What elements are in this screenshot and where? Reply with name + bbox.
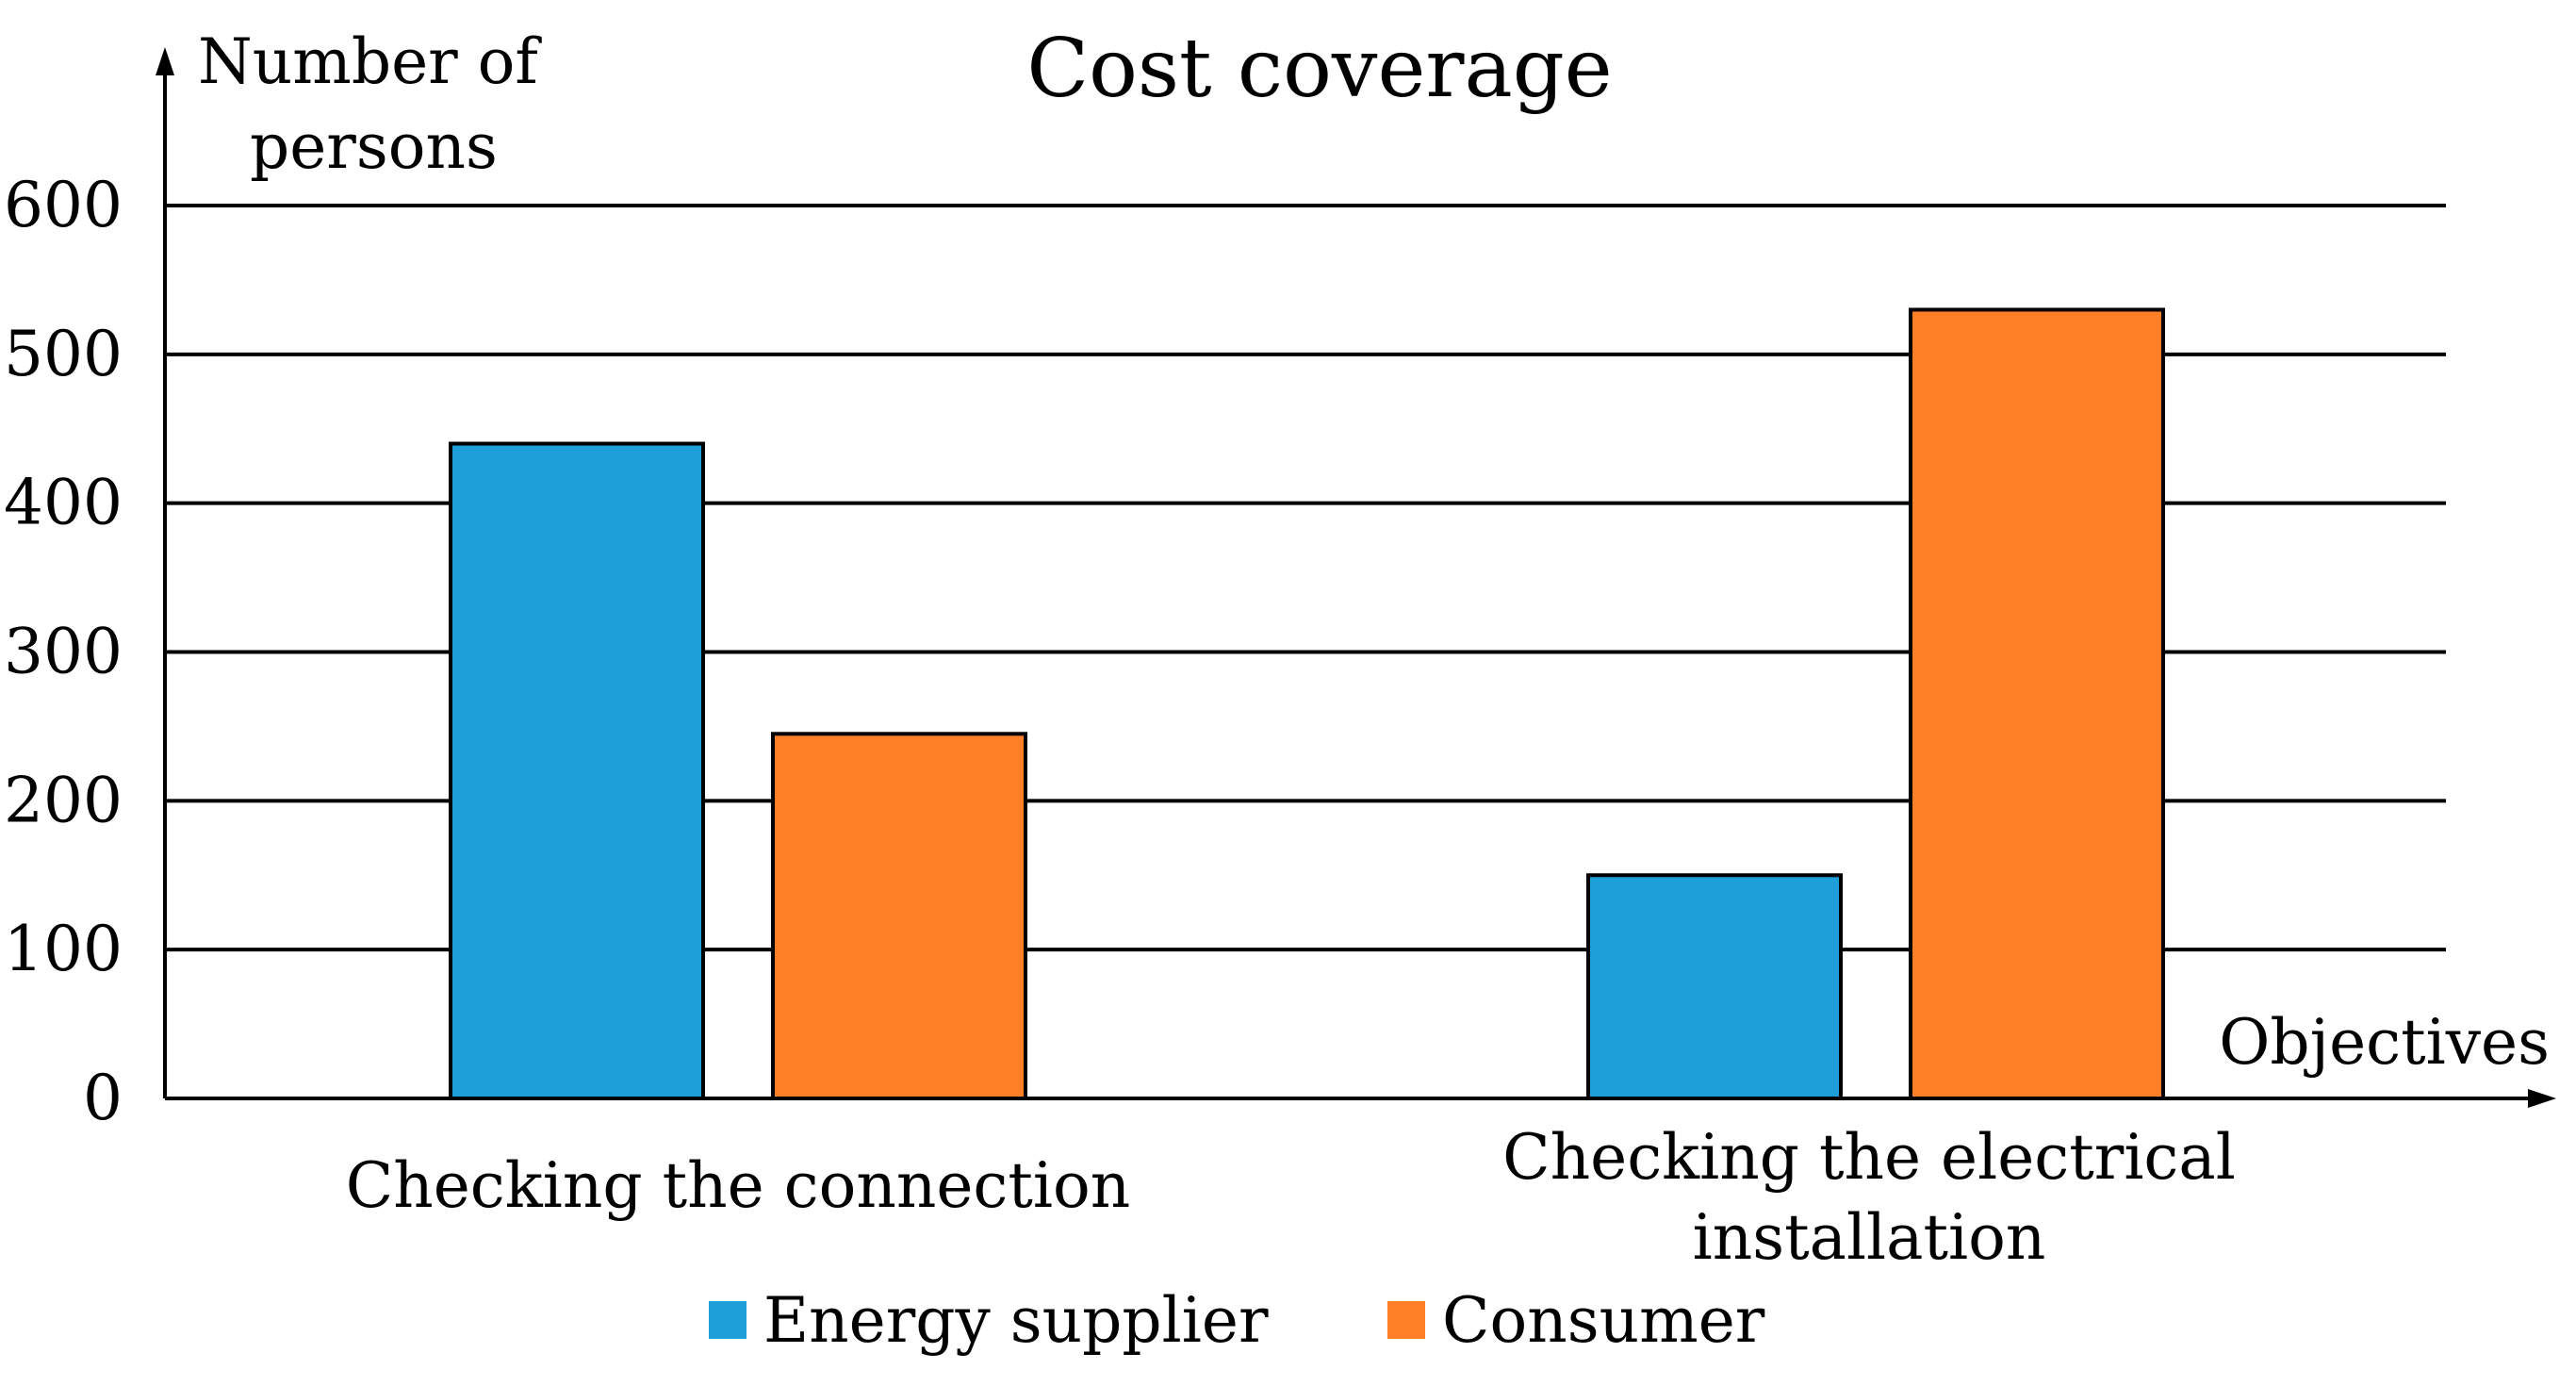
- y-tick-label: 600: [4, 169, 123, 241]
- y-tick-label: 100: [4, 913, 123, 985]
- bars: [449, 307, 2165, 1101]
- bar-energy-supplier-2: [1586, 873, 1843, 1100]
- legend-label-consumer: Consumer: [1442, 1284, 1765, 1357]
- y-tick-label: 0: [83, 1062, 123, 1134]
- legend-label-energy-supplier: Energy supplier: [763, 1284, 1269, 1357]
- x-axis-label: Objectives: [2219, 1006, 2550, 1079]
- chart-title: Cost coverage: [1026, 22, 1612, 116]
- bar-consumer-2: [1909, 307, 2165, 1100]
- category-label: Checking the electrical: [1502, 1121, 2236, 1194]
- legend-swatch-consumer: [1387, 1301, 1425, 1339]
- y-tick-label: 400: [4, 467, 123, 539]
- y-tick-label: 500: [4, 318, 123, 390]
- y-tick-label: 300: [4, 616, 123, 688]
- x-axis-arrowhead: [2528, 1089, 2556, 1108]
- bar-energy-supplier-1: [449, 441, 705, 1100]
- bar-consumer-1: [771, 732, 1027, 1101]
- legend: Energy supplier Consumer: [709, 1284, 1765, 1357]
- category-label: installation: [1693, 1201, 2046, 1274]
- y-tick-labels: 0 100 200 300 400 500 600: [4, 169, 123, 1134]
- y-axis-label-line-1: Number of: [198, 25, 542, 98]
- category-labels: Checking the connection Checking the elec…: [346, 1121, 2236, 1274]
- y-tick-label: 200: [4, 764, 123, 836]
- y-axis-label-line-2: persons: [250, 110, 498, 183]
- category-label: Checking the connection: [346, 1149, 1131, 1222]
- legend-swatch-energy-supplier: [709, 1301, 747, 1339]
- y-axis-arrowhead: [156, 47, 174, 75]
